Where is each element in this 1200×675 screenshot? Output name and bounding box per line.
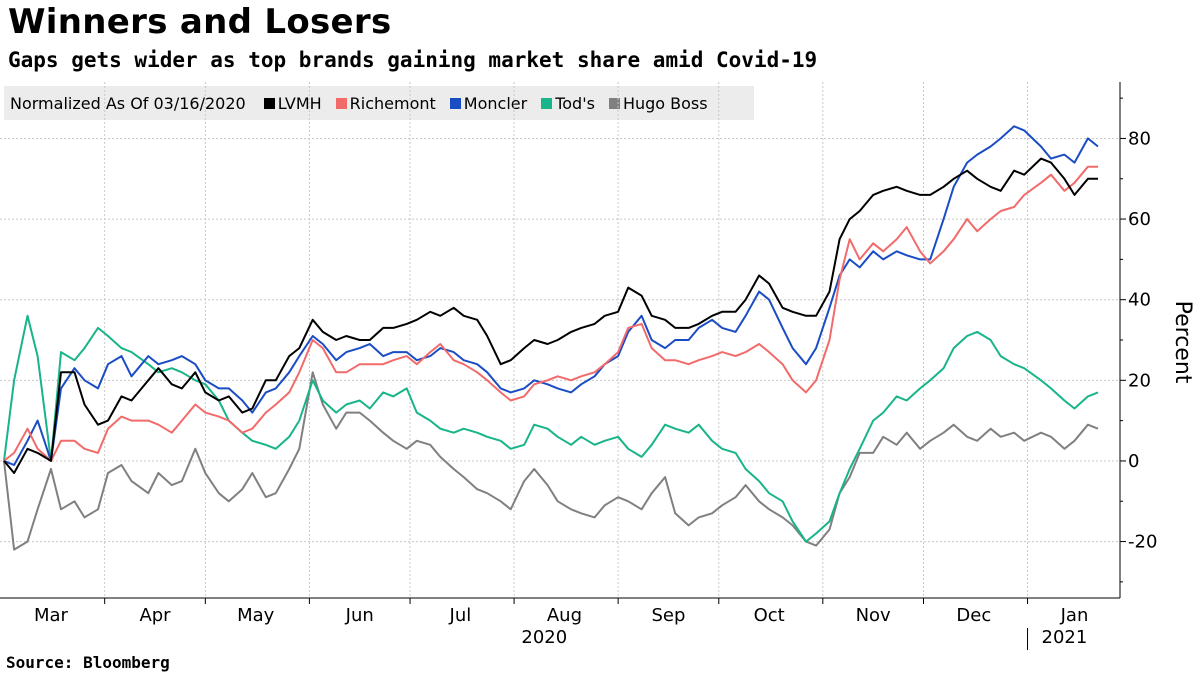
- legend-swatch-lvmh: [263, 97, 275, 109]
- chart-subtitle: Gaps gets wider as top brands gaining ma…: [8, 48, 818, 72]
- series-line-moncler: [3, 125, 1099, 466]
- y-tick-label: 0: [1128, 451, 1139, 472]
- legend-item-lvmh: LVMH: [263, 93, 322, 113]
- y-tick-label: 20: [1128, 370, 1151, 391]
- x-month-label: Oct: [754, 605, 785, 626]
- series-line-lvmh: [3, 157, 1098, 474]
- series-line-tod-s: [3, 314, 1099, 543]
- x-month-label: Jan: [1060, 605, 1089, 626]
- legend-label-moncler: Moncler: [463, 93, 528, 113]
- legend-swatch-richemont: [335, 97, 347, 109]
- x-month-label: Apr: [139, 605, 171, 626]
- y-tick-label: -20: [1128, 532, 1157, 553]
- x-month-label: Jul: [449, 605, 472, 626]
- legend-normalization-note: Normalized As Of 03/16/2020: [10, 93, 246, 113]
- legend-label-richemont: Richemont: [349, 93, 436, 113]
- x-month-label: Nov: [856, 605, 891, 626]
- legend-swatch-tods: [541, 97, 553, 109]
- legend-item-moncler: Moncler: [449, 93, 528, 113]
- x-month-label: Jun: [345, 605, 374, 626]
- legend-swatch-hugo-boss: [608, 97, 620, 109]
- legend-item-tods: Tod's: [541, 94, 595, 113]
- legend-label-hugo-boss: Hugo Boss: [622, 93, 708, 113]
- y-axis-title: Percent: [1170, 301, 1195, 384]
- y-tick-label: 80: [1128, 128, 1151, 149]
- x-month-label: Aug: [547, 605, 582, 626]
- x-month-label: Dec: [956, 605, 991, 626]
- legend-swatch-moncler: [449, 97, 461, 109]
- legend-label-lvmh: LVMH: [277, 93, 322, 113]
- legend: Normalized As Of 03/16/2020 LVMH Richemo…: [4, 86, 754, 120]
- chart-title: Winners and Losers: [8, 2, 392, 42]
- y-tick-label: 60: [1128, 209, 1151, 230]
- legend-item-richemont: Richemont: [335, 93, 436, 113]
- legend-item-hugo-boss: Hugo Boss: [608, 93, 708, 113]
- series-line-hugo-boss: [3, 371, 1099, 551]
- legend-label-tods: Tod's: [555, 93, 595, 113]
- source-note: Source: Bloomberg: [6, 653, 170, 672]
- y-tick-label: 40: [1128, 290, 1151, 311]
- x-month-label: May: [237, 605, 275, 626]
- x-month-label: Sep: [651, 605, 685, 626]
- series-line-richemont: [3, 165, 1098, 462]
- x-year-label: 2021: [1042, 627, 1088, 648]
- x-month-label: Mar: [34, 605, 69, 626]
- x-year-label: 2020: [521, 627, 567, 648]
